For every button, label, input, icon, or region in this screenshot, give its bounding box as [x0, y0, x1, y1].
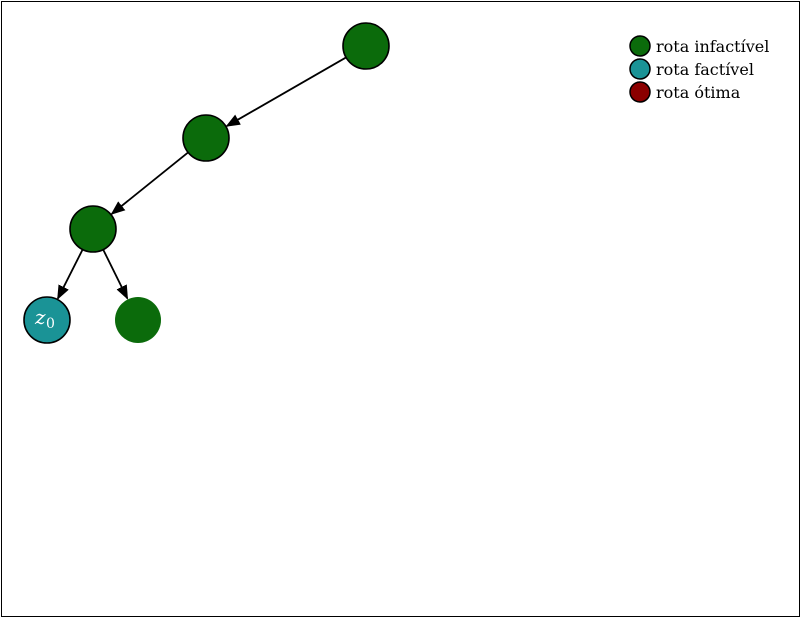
tree-node-n3 — [69, 205, 117, 253]
legend: rota infactível rota factível rota ótima — [629, 35, 769, 103]
edge-n3-n5 — [102, 249, 129, 300]
node-circle-infeasible — [69, 205, 117, 253]
legend-marker-optimal — [629, 81, 651, 103]
node-label: z — [34, 305, 46, 329]
node-label-subscript: 0 — [46, 316, 55, 332]
node-circle-infeasible — [182, 114, 230, 162]
legend-label-feasible: rota factível — [656, 60, 754, 79]
tree-node-n5 — [115, 297, 161, 343]
edge-layer — [57, 56, 347, 300]
node-circle-feasible — [23, 296, 71, 344]
node-circle-infeasible — [115, 297, 161, 343]
tree-node-n1 — [342, 22, 390, 70]
legend-label-optimal: rota ótima — [656, 83, 741, 102]
tree-node-n2 — [182, 114, 230, 162]
node-circle-infeasible — [342, 22, 390, 70]
edge-n1-n2 — [225, 56, 347, 127]
legend-marker-infeasible — [629, 35, 651, 57]
legend-label-infeasible: rota infactível — [656, 37, 769, 56]
edge-n2-n3 — [110, 151, 189, 215]
legend-marker-feasible — [629, 58, 651, 80]
edge-n3-n4 — [57, 249, 84, 300]
